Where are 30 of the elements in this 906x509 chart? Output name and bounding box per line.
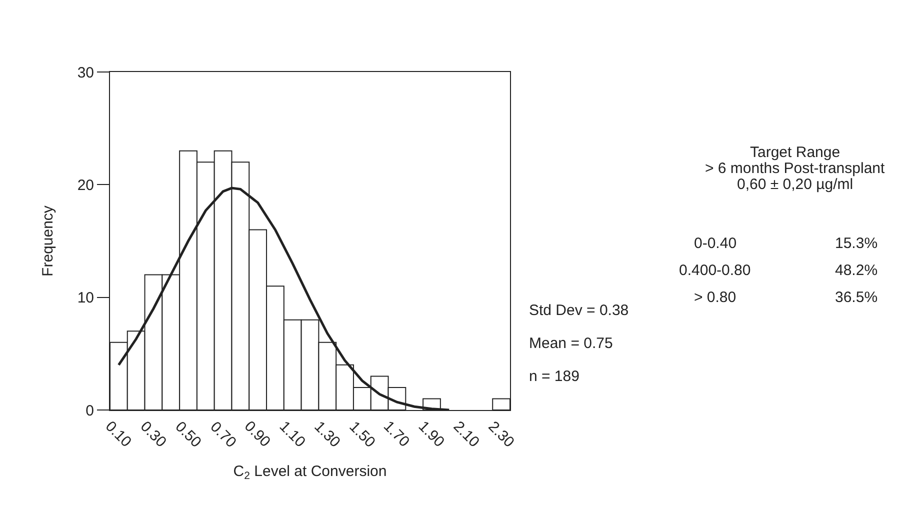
text: 48.2%: [835, 262, 878, 279]
x-tick-label: 1.70: [380, 418, 413, 450]
text: 0.400-0.80: [679, 262, 751, 279]
x-tick-label: 0.10: [102, 418, 135, 451]
y-axis-title: Frequency: [40, 205, 57, 276]
x-tick-label: 1.10: [276, 418, 309, 451]
y-tick-label: 10: [77, 290, 94, 307]
text: Std Dev = 0.38: [529, 302, 629, 319]
y-tick-label: 30: [77, 64, 94, 82]
x-tick-label: 2.30: [484, 418, 518, 451]
x-axis-title: C$_{2}$ Level at Conversion: [233, 463, 387, 482]
x-tick-label: 0.90: [240, 418, 274, 451]
text: > 6 months Post-transplant: [705, 160, 886, 177]
text: > 0.80: [694, 289, 736, 306]
x-tick-label: 0.70: [206, 418, 240, 452]
x-tick-label: 1.50: [346, 418, 378, 451]
y-tick-label: 20: [77, 176, 94, 194]
text: Target Range: [750, 144, 840, 161]
x-tick-label: 0.30: [136, 418, 170, 451]
x-tick-label: 2.10: [450, 418, 483, 451]
text: 0,60 ± 0,20 µg/ml: [737, 176, 854, 193]
text: Mean = 0.75: [529, 335, 613, 352]
x-tick-label: 1.90: [414, 418, 448, 451]
x-tick-label: 0.50: [172, 418, 204, 451]
x-tick-label: 1.30: [310, 418, 344, 451]
text: n = 189: [529, 368, 580, 385]
y-tick-label: 0: [86, 402, 94, 420]
text: 15.3%: [835, 235, 878, 252]
text: 0-0.40: [694, 235, 737, 252]
text: 36.5%: [835, 289, 878, 306]
